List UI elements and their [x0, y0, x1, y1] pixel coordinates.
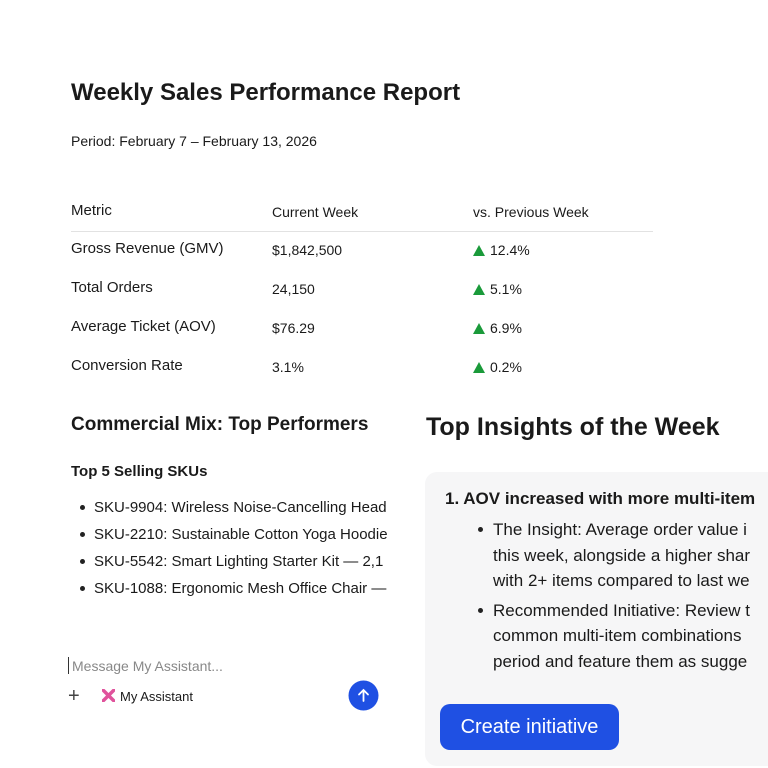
mix-heading: Commercial Mix: Top Performers [71, 414, 369, 435]
up-arrow [473, 362, 485, 373]
bullet-line: common multi-item combinations [493, 626, 742, 645]
bullet [80, 586, 85, 591]
bullet-line: The Insight: Average order value i [493, 520, 747, 539]
bullet-line: with 2+ items compared to last we [493, 571, 750, 590]
chat-input[interactable]: Message My Assistant... [72, 658, 223, 674]
metric-cell: Gross Revenue (GMV) [71, 240, 224, 257]
bullet [80, 505, 85, 510]
change-value: 0.2% [490, 359, 522, 375]
change-value: 12.4% [490, 242, 530, 258]
metric-cell: Conversion Rate [71, 357, 183, 374]
insights-heading: Top Insights of the Week [426, 413, 720, 441]
up-arrow [473, 323, 485, 334]
create-initiative-button[interactable]: Create initiative [440, 704, 619, 750]
change-value: 5.1% [490, 281, 522, 297]
bullet [80, 532, 85, 537]
change-cell: 6.9% [473, 321, 522, 335]
sku-item: SKU-5542: Smart Lighting Starter Kit — 2… [94, 553, 384, 570]
sku-list: SKU-9904: Wireless Noise-Cancelling Head… [80, 499, 388, 597]
report-period: Period: February 7 – February 13, 2026 [71, 133, 317, 149]
change-cell: 5.1% [473, 282, 522, 296]
value-cell: $1,842,500 [272, 242, 343, 258]
up-arrow [473, 245, 485, 256]
assistant-name[interactable]: My Assistant [120, 689, 193, 704]
up-arrow [473, 284, 485, 295]
table-header: Metric [71, 202, 112, 219]
mix-subheading: Top 5 Selling SKUs [71, 463, 208, 480]
cursor [68, 657, 69, 674]
insight-card: 1. AOV increased with more multi-item Th… [425, 472, 768, 766]
metric-cell: Total Orders [71, 279, 153, 296]
bullet-line: Recommended Initiative: Review t [493, 600, 751, 620]
bullet-line: period and feature them as sugge [493, 651, 748, 671]
bullet [80, 559, 85, 564]
table-divider [71, 231, 653, 232]
table-header: Current Week [272, 204, 359, 220]
insight-title: 1. AOV increased with more multi-item [445, 489, 756, 508]
assistant-icon [102, 689, 115, 702]
value-cell: $76.29 [272, 320, 315, 336]
sku-item: SKU-1088: Ergonomic Mesh Office Chair — [94, 580, 387, 597]
sku-item: SKU-9904: Wireless Noise-Cancelling Head [94, 499, 387, 516]
bullet [478, 607, 483, 613]
change-value: 6.9% [490, 320, 522, 336]
report-title: Weekly Sales Performance Report [71, 79, 461, 106]
sku-item: SKU-2210: Sustainable Cotton Yoga Hoodie [94, 526, 388, 543]
change-cell: 0.2% [473, 360, 522, 374]
value-cell: 24,150 [272, 281, 315, 297]
change-cell: 12.4% [473, 243, 530, 257]
send-button[interactable] [348, 680, 379, 711]
metric-cell: Average Ticket (AOV) [71, 318, 216, 335]
value-cell: 3.1% [272, 359, 304, 375]
bullet [478, 527, 483, 532]
bullet-line: this week, alongside a higher shar [493, 545, 751, 565]
table-header: vs. Previous Week [473, 204, 589, 220]
add-button[interactable]: + [68, 685, 80, 707]
